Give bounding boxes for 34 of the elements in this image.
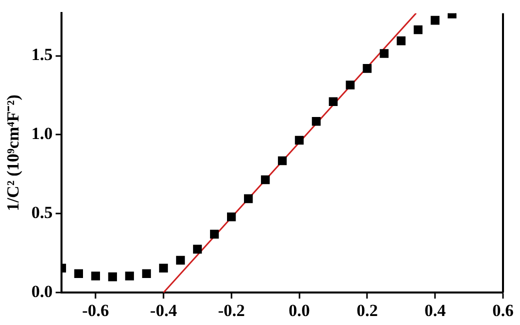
point xyxy=(380,49,389,58)
point xyxy=(176,256,185,265)
point xyxy=(396,36,406,46)
point xyxy=(278,156,287,166)
point xyxy=(362,64,372,73)
y-tick-label: 1.0 xyxy=(31,124,53,144)
x-tick-label: -0.4 xyxy=(150,301,178,320)
point xyxy=(244,194,253,204)
point xyxy=(125,272,134,280)
point xyxy=(294,136,304,145)
point xyxy=(227,212,236,222)
y-tick-label: 1.5 xyxy=(31,45,53,64)
point xyxy=(142,269,151,278)
x-tick-label: -0.2 xyxy=(218,301,245,320)
x-tick-label: -0.6 xyxy=(82,301,110,320)
y-axis-title: 1/C² (10⁹cm⁴F⁻²) xyxy=(4,94,23,212)
point xyxy=(74,269,84,278)
y-tick-label: 0.5 xyxy=(31,203,53,222)
point xyxy=(260,175,270,184)
point xyxy=(210,230,219,239)
point xyxy=(414,25,423,34)
point xyxy=(346,80,355,90)
point xyxy=(312,116,321,126)
point xyxy=(193,244,202,254)
point xyxy=(108,272,117,282)
point xyxy=(430,16,440,25)
point xyxy=(159,264,168,273)
point xyxy=(328,97,338,106)
x-tick-label: 0.4 xyxy=(424,301,446,320)
x-tick-label: 0.6 xyxy=(492,301,514,320)
point xyxy=(91,272,100,280)
x-tick-label: 0.0 xyxy=(288,301,310,320)
x-tick-label: 0.2 xyxy=(356,301,378,320)
y-tick-label: 0.0 xyxy=(31,282,53,301)
